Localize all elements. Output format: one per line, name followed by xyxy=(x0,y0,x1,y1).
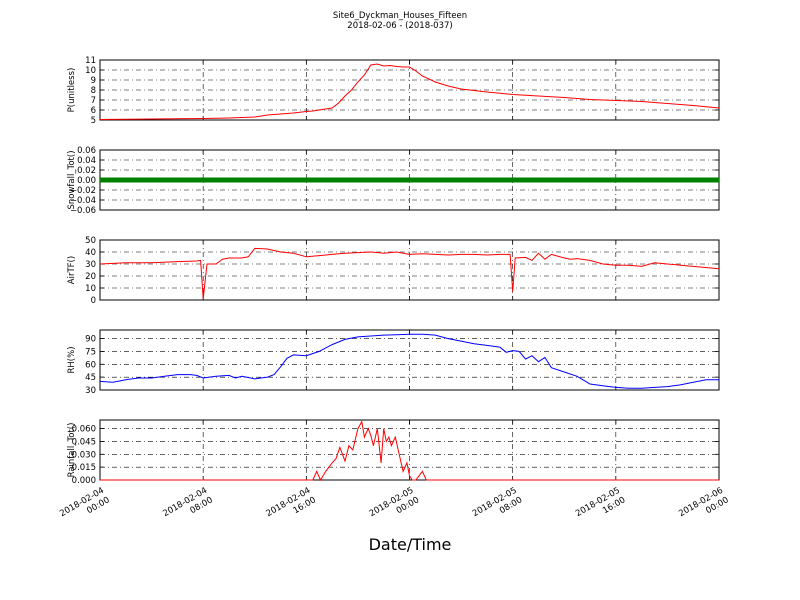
y-tick-label: 0.04 xyxy=(77,156,96,166)
y-tick-label: 30 xyxy=(85,386,96,396)
y-tick-label: 0.000 xyxy=(72,476,96,486)
y-axis-label: RH(%) xyxy=(67,346,77,373)
y-tick-label: 0.06 xyxy=(77,146,96,156)
y-tick-label: 20 xyxy=(85,272,96,282)
y-tick-label: −0.04 xyxy=(70,196,96,206)
y-tick-label: 9 xyxy=(91,76,96,86)
y-tick-label: −0.06 xyxy=(70,206,96,216)
y-tick-label: 0.060 xyxy=(72,425,96,435)
series-line xyxy=(99,247,720,299)
y-tick-label: 11 xyxy=(85,56,96,66)
y-tick-label: 6 xyxy=(91,106,96,116)
y-tick-label: 0.045 xyxy=(72,437,96,447)
y-tick-label: 50 xyxy=(85,236,96,246)
axes-frame xyxy=(99,419,720,481)
series-line xyxy=(99,333,719,389)
y-tick-label: 60 xyxy=(85,360,96,370)
series-line xyxy=(99,63,720,120)
panel-3: 0 10 20 30 40 50 AirTF() xyxy=(67,236,720,306)
y-tick-label: 8 xyxy=(91,86,96,96)
y-axis-label: Rainfall_Tot() xyxy=(67,423,77,478)
panel-4: 30 45 60 75 90 RH(%) xyxy=(67,329,720,396)
y-tick-label: 0.015 xyxy=(72,463,96,473)
y-tick-label: 75 xyxy=(85,347,96,357)
y-tick-label: 40 xyxy=(85,248,96,258)
panel-2: −0.06−0.04−0.020.000.020.040.06Snowfall_… xyxy=(67,146,720,216)
y-axis-label: AirTF() xyxy=(67,256,77,284)
y-tick-label: 10 xyxy=(85,284,96,294)
y-axis-label: Snowfall_Tot() xyxy=(67,150,77,209)
y-tick-label: 45 xyxy=(85,373,96,383)
y-tick-label: 90 xyxy=(85,335,96,345)
y-tick-label: −0.02 xyxy=(70,186,96,196)
x-axis-label: Date/Time xyxy=(369,535,452,554)
y-axis-label: P(unitless) xyxy=(67,68,77,113)
axes-frame xyxy=(99,239,720,301)
y-tick-label: 30 xyxy=(85,260,96,270)
y-tick-label: 0.02 xyxy=(77,166,96,176)
y-tick-label: 0.030 xyxy=(72,450,96,460)
axes-frame xyxy=(99,329,720,391)
axes-frame xyxy=(99,59,720,121)
y-tick-label: 0.00 xyxy=(77,176,96,186)
y-tick-label: 0 xyxy=(91,296,96,306)
chart-title: Site6_Dyckman_Houses_Fifteen xyxy=(332,11,468,21)
series-line xyxy=(100,420,719,482)
y-tick-label: 7 xyxy=(91,96,96,106)
chart-subtitle: 2018-02-06 - (2018-037) xyxy=(347,21,453,31)
y-tick-label: 5 xyxy=(91,116,96,126)
y-tick-label: 10 xyxy=(85,66,96,76)
